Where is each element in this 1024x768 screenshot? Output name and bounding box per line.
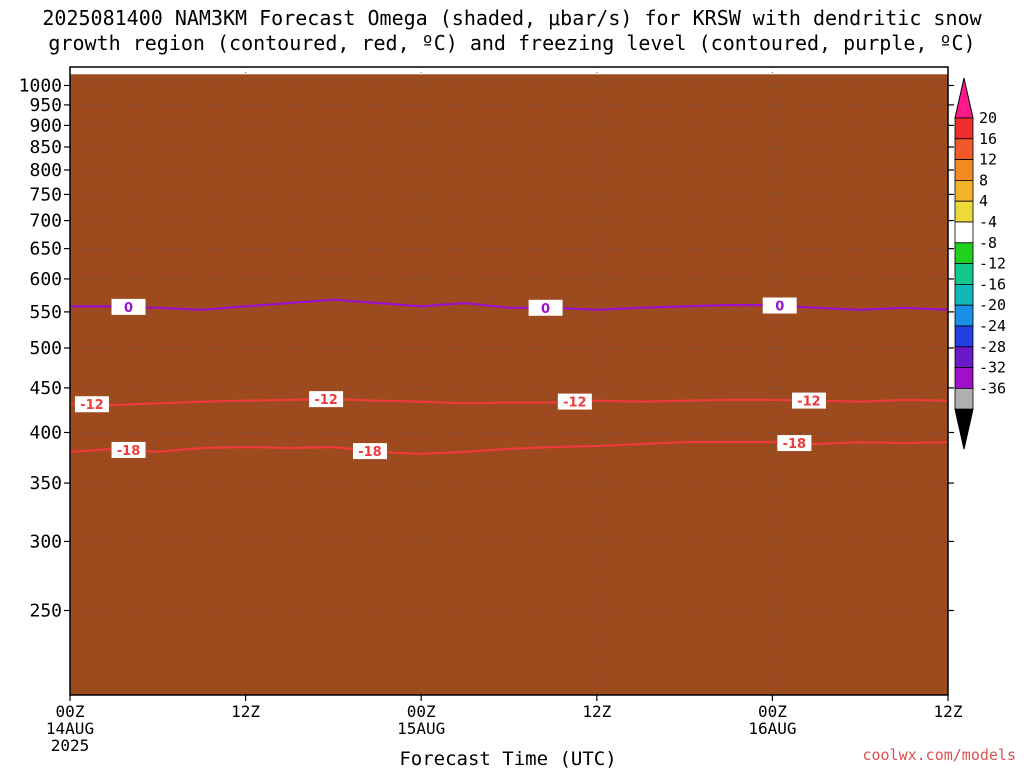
colorbar-label: -20 [979,296,1006,314]
colorbar-segment [954,221,974,244]
y-tick-label: 700 [29,211,62,232]
x-tick-label: 12Z [231,702,260,721]
contour-label: -12 [563,396,587,411]
y-tick-label: 500 [29,338,62,359]
colorbar-label: -4 [979,213,997,231]
contour-label: 0 [775,300,784,315]
colorbar-segment [954,159,974,181]
contour-label-bg [309,391,344,408]
colorbar-segment [954,138,974,161]
contour-label: 0 [541,302,550,317]
colorbar-label: -12 [979,255,1006,273]
colorbar-label: 20 [979,109,997,127]
contour-label-bg [111,441,146,458]
colorbar-label: 8 [979,171,988,189]
chart-title-line-2: growth region (contoured, red, ºC) and f… [48,31,976,55]
x-tick-label: 15AUG [397,719,445,738]
contour-label-bg [74,396,109,413]
y-tick-label: 450 [29,378,62,399]
colorbar-label: -24 [979,317,1006,335]
plot-frame [69,66,949,696]
colorbar-top-arrow [954,77,974,119]
chart-title: 2025081400 NAM3KM Forecast Omega (shaded… [0,6,1024,56]
x-tick-label: 2025 [51,736,90,755]
colorbar-label: 16 [979,130,997,148]
colorbar-segment [954,387,974,410]
contour-label: -18 [783,437,807,452]
contour-label: -12 [314,393,338,408]
contour-label: -12 [797,395,821,410]
x-tick-label: 00Z [758,702,787,721]
colorbar-segment [954,263,974,285]
x-tick-label: 00Z [407,702,436,721]
y-tick-label: 300 [29,531,62,552]
colorbar-label: 12 [979,151,997,169]
y-tick-label: 400 [29,422,62,443]
x-tick-label: 12Z [934,702,963,721]
contour-label-bg [111,298,146,315]
y-tick-label: 650 [29,239,62,260]
contour-0 [70,298,949,311]
y-tick-label: 800 [29,160,62,181]
colorbar-segment [954,242,974,265]
x-tick-label: 00Z [56,702,85,721]
colorbar-label: -8 [979,234,997,252]
colorbar-label: -36 [979,379,1006,397]
colorbar-segment [954,367,974,389]
contour-label-bg [557,393,592,410]
contour-label: -18 [117,444,141,459]
colorbar-segment [954,283,974,306]
contour-label-bg [762,297,797,314]
ground-band [70,74,948,695]
y-tick-label: 750 [29,184,62,205]
colorbar-segment [954,200,974,223]
colorbar-segment [954,325,974,348]
contour-label: 0 [124,301,133,316]
chart-title-line-1: 2025081400 NAM3KM Forecast Omega (shaded… [42,6,982,30]
watermark: coolwx.com/models [862,746,1016,764]
contours: -18 -18 -18 -12 -12 -12 -12 0 0 0 [69,297,949,460]
y-tick-label: 850 [29,137,62,158]
y-tick-label: 600 [29,269,62,290]
contour-label-bg [352,443,387,460]
y-tick-label: 950 [29,95,62,116]
x-tick-label: 16AUG [748,719,796,738]
y-tick-label: 350 [29,473,62,494]
colorbar-label: -32 [979,359,1006,377]
contour-label: -12 [80,398,104,413]
axes: 2503003504004505005506006507007508008509… [19,66,963,755]
omega-shading [70,74,948,695]
contour-label-bg [777,435,812,452]
contour-label: -18 [358,445,382,460]
contour-label-bg [528,299,563,316]
x-tick-label: 12Z [582,702,611,721]
colorbar-label: -16 [979,275,1006,293]
y-tick-label: 550 [29,302,62,323]
y-tick-label: 250 [29,600,62,621]
colorbar-label: 4 [979,192,988,210]
colorbar-segment [954,304,974,327]
y-tick-label: 900 [29,115,62,136]
x-axis-label: Forecast Time (UTC) [399,748,616,768]
colorbar-bottom-arrow [954,408,974,450]
colorbar-segment [954,117,974,140]
colorbar-segment [954,346,974,368]
colorbar-label: -28 [979,338,1006,356]
colorbar-segment [954,179,974,202]
colorbar: 20 16 12 8 4 -4 -8 -12 -16 -20 -24 -28 -32 -36 [954,77,1006,450]
y-tick-label: 1000 [19,75,62,96]
contour-label-bg [791,392,826,409]
x-tick-label: 14AUG [46,719,94,738]
